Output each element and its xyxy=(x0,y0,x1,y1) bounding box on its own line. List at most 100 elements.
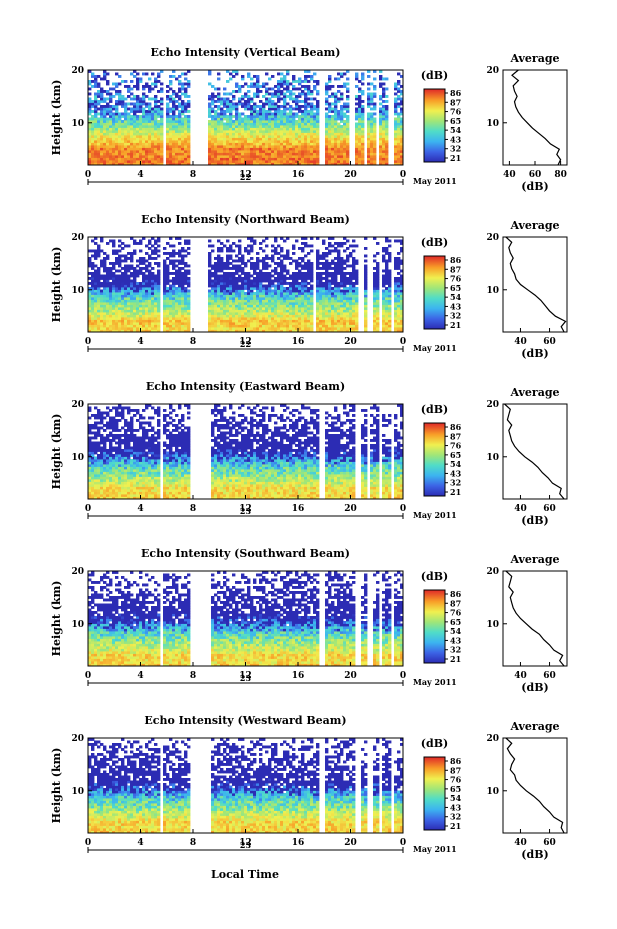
heatmap-cell xyxy=(208,269,212,273)
heatmap-cell xyxy=(91,132,95,136)
heatmap-cell xyxy=(100,324,104,328)
heatmap-cell xyxy=(214,117,218,121)
heatmap-cell xyxy=(256,110,260,113)
heatmap-cell xyxy=(238,324,242,328)
heatmap-cell xyxy=(121,282,125,285)
heatmap-cell xyxy=(178,307,182,310)
heatmap-cell xyxy=(130,152,134,156)
heatmap-cell xyxy=(328,137,332,141)
heatmap-cell xyxy=(328,304,332,308)
heatmap-cell xyxy=(100,140,104,143)
heatmap-cell xyxy=(379,155,383,158)
heatmap-cell xyxy=(289,122,293,126)
heatmap-cell xyxy=(181,147,185,151)
heatmap-cell xyxy=(262,125,266,128)
heatmap-cell xyxy=(103,137,107,141)
heatmap-cell xyxy=(256,302,260,305)
heatmap-cell xyxy=(130,274,134,278)
heatmap-cell xyxy=(337,135,341,138)
heatmap-cell xyxy=(133,324,137,328)
heatmap-cell xyxy=(124,287,128,290)
heatmap-cell xyxy=(148,142,152,146)
heatmap-cell xyxy=(253,115,257,118)
heatmap-cell xyxy=(325,125,329,128)
heatmap-cell xyxy=(121,132,125,136)
heatmap-cell xyxy=(340,75,344,78)
heatmap-cell xyxy=(274,107,278,111)
heatmap-cell xyxy=(253,135,257,138)
heatmap-cell xyxy=(220,297,224,300)
heatmap-cell xyxy=(208,130,212,133)
heatmap-cell xyxy=(124,142,128,146)
heatmap-cell xyxy=(259,297,263,300)
heatmap-cell xyxy=(343,297,347,300)
heatmap-cell xyxy=(226,120,230,123)
heatmap-cell xyxy=(112,87,116,91)
heatmap-cell xyxy=(370,157,374,161)
heatmap-cell xyxy=(397,80,401,83)
heatmap-cell xyxy=(220,319,224,323)
heatmap-cell xyxy=(334,317,338,320)
heatmap-cell xyxy=(373,302,377,305)
heatmap-cell xyxy=(331,312,335,315)
heatmap-cell xyxy=(253,140,257,143)
heatmap-cell xyxy=(91,289,95,293)
heatmap-cell xyxy=(322,322,326,325)
heatmap-cell xyxy=(217,97,221,101)
heatmap-cell xyxy=(346,125,350,128)
heatmap-cell xyxy=(145,162,149,166)
heatmap-cell xyxy=(328,147,332,151)
heatmap-cell xyxy=(280,282,284,285)
heatmap-cell xyxy=(325,297,329,300)
heatmap-cell xyxy=(229,115,233,118)
heatmap-cell xyxy=(142,307,146,310)
heatmap-cell xyxy=(145,82,149,86)
heatmap-cell xyxy=(271,150,275,153)
heatmap-cell xyxy=(238,292,242,295)
heatmap-cell xyxy=(292,307,296,310)
heatmap-cell xyxy=(394,97,398,101)
heatmap-cell xyxy=(124,155,128,158)
heatmap-cell xyxy=(229,319,233,323)
heatmap-cell xyxy=(307,317,311,320)
heatmap-cell xyxy=(157,80,161,83)
heatmap-cell xyxy=(316,112,320,116)
heatmap-cell xyxy=(124,132,128,136)
heatmap-cell xyxy=(343,317,347,320)
heatmap-cell xyxy=(157,162,161,166)
heatmap-cell xyxy=(280,82,284,86)
heatmap-cell xyxy=(292,152,296,156)
heatmap-cell xyxy=(184,309,188,313)
heatmap-cell xyxy=(235,115,239,118)
heatmap-cell xyxy=(397,105,401,108)
heatmap-cell xyxy=(274,160,278,163)
heatmap-cell xyxy=(259,319,263,323)
heatmap-cell xyxy=(322,287,326,290)
heatmap-cell xyxy=(172,112,176,116)
heatmap-cell xyxy=(214,312,218,315)
heatmap-cell xyxy=(145,329,149,333)
heatmap-cell xyxy=(298,87,302,91)
heatmap-cell xyxy=(223,110,227,113)
heatmap-cell xyxy=(97,100,101,103)
heatmap-cell xyxy=(103,77,107,81)
heatmap-cell xyxy=(97,304,101,308)
heatmap-cell xyxy=(283,82,287,86)
heatmap-cell xyxy=(91,127,95,131)
heatmap-cell xyxy=(259,145,263,148)
heatmap-cell xyxy=(175,269,179,273)
heatmap-cell xyxy=(100,162,104,166)
heatmap-cell xyxy=(340,147,344,151)
heatmap-cell xyxy=(358,160,362,163)
heatmap-cell xyxy=(97,312,101,315)
heatmap-cell xyxy=(397,327,401,330)
heatmap-cell xyxy=(127,327,131,330)
heatmap-cell xyxy=(346,145,350,148)
heatmap-cell xyxy=(160,120,164,123)
heatmap-cell xyxy=(295,289,299,293)
heatmap-cell xyxy=(220,289,224,293)
heatmap-cell xyxy=(247,137,251,141)
heatmap-cell xyxy=(157,140,161,143)
heatmap-cell xyxy=(232,157,236,161)
heatmap-cell xyxy=(244,150,248,153)
